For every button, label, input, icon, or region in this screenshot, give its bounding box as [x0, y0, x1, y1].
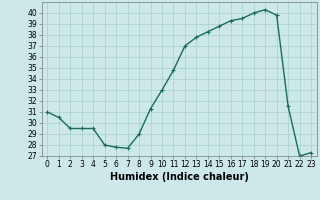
- X-axis label: Humidex (Indice chaleur): Humidex (Indice chaleur): [110, 172, 249, 182]
